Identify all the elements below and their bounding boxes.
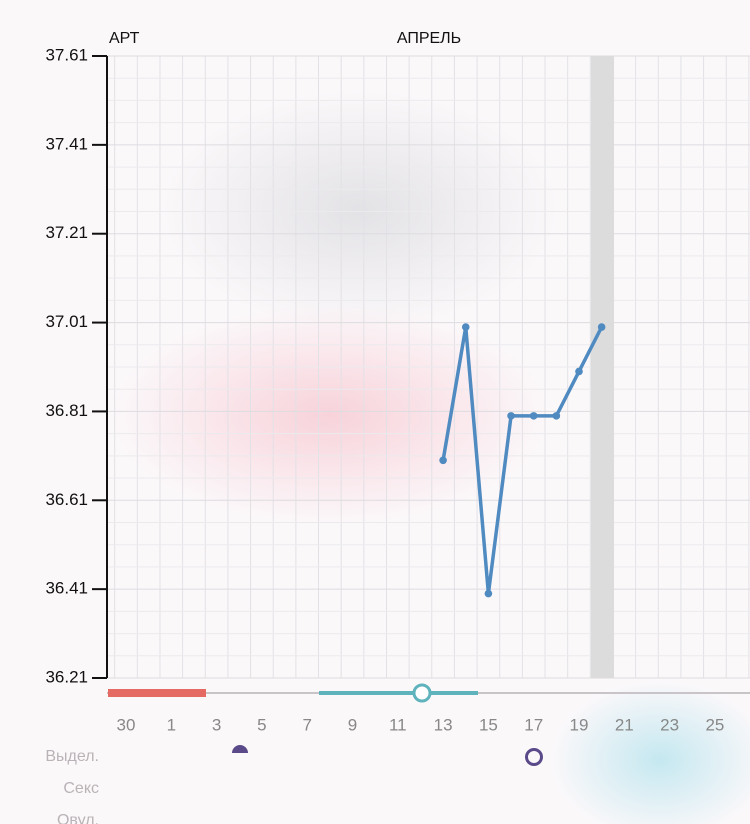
x-tick-label: 30	[117, 715, 136, 734]
x-tick-label: 9	[348, 715, 357, 734]
point	[461, 323, 470, 331]
x-tick-label: 25	[705, 715, 724, 734]
x-tick-label: 15	[479, 715, 498, 734]
discharge-icon	[232, 745, 248, 753]
point	[575, 367, 583, 376]
row-label: Выдел.	[45, 748, 99, 765]
y-tick-label: 37.61	[45, 45, 88, 64]
point	[529, 412, 538, 420]
blur	[110, 305, 550, 525]
point	[597, 323, 606, 331]
y-tick-label: 36.41	[45, 579, 88, 598]
blur	[550, 680, 750, 824]
point	[507, 412, 515, 420]
row-label: Овул.	[57, 812, 99, 824]
point	[552, 412, 561, 420]
x-tick-label: 3	[212, 715, 221, 734]
x-tick-label: 7	[302, 715, 311, 734]
month-label: АРТ	[109, 30, 140, 47]
row-label: Секс	[63, 780, 99, 797]
x-tick-label: 23	[660, 715, 679, 734]
x-tick-label: 13	[434, 715, 453, 734]
y-tick-label: 36.21	[45, 667, 88, 686]
x-tick-label: 21	[615, 715, 634, 734]
x-tick-label: 17	[524, 715, 543, 734]
x-tick-label: 1	[167, 715, 176, 734]
plot	[439, 323, 606, 598]
blur	[160, 90, 560, 330]
month-label: АПРЕЛЬ	[397, 30, 461, 47]
point	[484, 589, 493, 598]
x-tick-label: 11	[389, 715, 407, 734]
ovulation-marker	[412, 683, 432, 703]
line	[441, 325, 604, 596]
today-band	[591, 56, 614, 678]
y-tick-label: 36.61	[45, 490, 88, 509]
y-tick-label: 37.21	[45, 223, 88, 242]
y-tick-label: 37.01	[45, 312, 88, 331]
event-icon	[525, 748, 543, 766]
y-tick-label: 36.81	[45, 401, 88, 420]
point	[439, 456, 447, 465]
x-tick-label: 5	[257, 715, 266, 734]
grid	[107, 55, 750, 679]
x-tick-label: 19	[570, 715, 589, 734]
y-tick-label: 37.41	[45, 134, 88, 153]
